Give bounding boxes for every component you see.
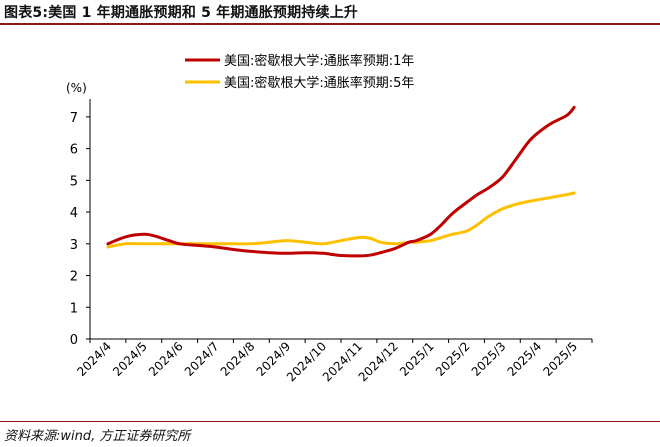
x-tick-label: 2025/1 (397, 339, 437, 379)
chart-title: 图表5:美国 1 年期通胀预期和 5 年期通胀预期持续上升 (4, 5, 359, 21)
footer-divider (0, 421, 660, 422)
x-tick-label: 2024/7 (182, 339, 222, 379)
series-line-5-year (106, 191, 576, 249)
y-tick-label: 7 (70, 111, 78, 126)
legend-label: 美国:密歇根大学:通胀率预期:5年 (224, 75, 414, 91)
x-tick-label: 2025/4 (505, 339, 545, 379)
y-tick-label: 6 (70, 143, 78, 158)
x-tick-label: 2024/6 (146, 339, 186, 379)
y-tick-label: 2 (70, 270, 78, 285)
x-tick-label: 2025/5 (540, 339, 580, 379)
x-tick-label: 2024/12 (356, 339, 401, 384)
x-tick-label: 2024/5 (110, 339, 150, 379)
y-tick-label: 3 (70, 238, 78, 253)
x-tick-label: 2024/4 (74, 339, 114, 379)
y-tick-label: 1 (70, 301, 78, 316)
source-note: 资料来源:wind, 方正证券研究所 (4, 429, 191, 444)
y-tick-label: 5 (70, 174, 78, 189)
x-tick-label: 2024/8 (218, 339, 258, 379)
y-axis-label: (%) (66, 81, 87, 95)
y-tick-label: 4 (70, 206, 78, 221)
series-layer (106, 105, 576, 258)
x-tick-label: 2025/2 (433, 339, 473, 379)
series-line-1-year (106, 105, 576, 258)
x-tick-label: 2025/3 (469, 339, 509, 379)
legend-label: 美国:密歇根大学:通胀率预期:1年 (224, 53, 414, 69)
title-divider (0, 23, 660, 25)
y-tick-label: 0 (70, 333, 78, 348)
